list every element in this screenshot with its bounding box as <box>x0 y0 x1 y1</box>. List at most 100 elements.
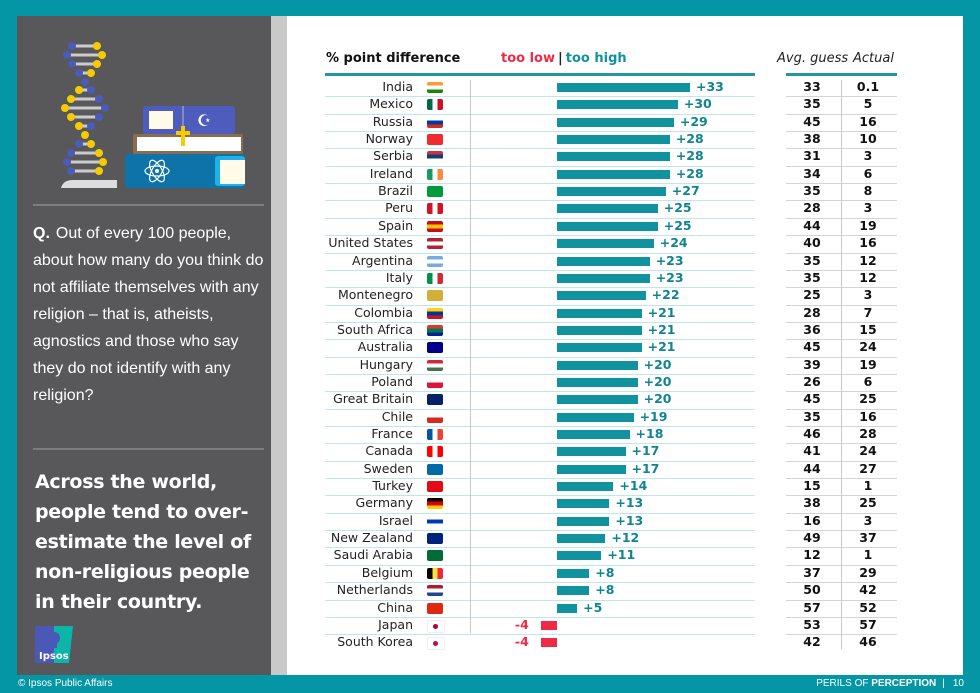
mexico-flag-icon <box>427 99 443 111</box>
row-gridline <box>325 512 755 514</box>
bar <box>557 291 646 301</box>
country-label: Germany <box>355 495 413 511</box>
legend-too-high: too high <box>565 51 627 66</box>
row-gridline <box>325 582 755 584</box>
avg-guess-cell: 35 <box>803 183 821 199</box>
china-flag-icon <box>427 602 443 614</box>
avg-guess-cell: 33 <box>803 79 821 94</box>
actual-cell: 3 <box>863 148 873 164</box>
bar <box>557 586 590 596</box>
chart-title: % point difference <box>326 51 461 66</box>
country-label: Japan <box>378 616 413 632</box>
country-label: Peru <box>385 200 413 216</box>
row-gridline <box>325 564 755 566</box>
avg-guess-cell: 36 <box>803 321 821 337</box>
row-gridline <box>325 460 755 462</box>
actual-cell: 46 <box>859 634 877 650</box>
avg-guess-cell: 49 <box>803 530 821 546</box>
bar <box>557 256 650 266</box>
chile-flag-icon <box>427 411 443 423</box>
row-gridline <box>325 235 755 237</box>
row-gridline <box>325 148 755 150</box>
avg-guess-cell: 39 <box>803 356 821 372</box>
country-label: South Africa <box>337 321 413 337</box>
bar <box>557 464 626 474</box>
bar-value-label: +24 <box>659 235 688 251</box>
bar-value-label: +21 <box>647 339 676 355</box>
turkey-flag-icon <box>427 481 443 493</box>
bar <box>557 534 606 544</box>
bar <box>557 100 678 110</box>
italy-flag-icon <box>427 272 443 284</box>
actual-cell: 10 <box>859 131 877 147</box>
bar-value-label: +20 <box>643 373 672 389</box>
avg-guess-cell: 44 <box>803 460 821 476</box>
country-label: Russia <box>372 113 413 129</box>
row-gridline <box>325 165 755 167</box>
table-divider <box>841 80 842 649</box>
bar-value-label: +5 <box>583 599 603 615</box>
saudi-arabia-flag-icon <box>427 550 443 562</box>
avg-guess-cell: 45 <box>803 339 821 355</box>
bar <box>557 568 590 578</box>
dna-helix-icon <box>61 42 117 188</box>
country-label: Norway <box>365 131 413 147</box>
legend-too-low: too low <box>501 51 555 66</box>
books-icon: ☪ <box>125 106 245 188</box>
row-gridline <box>325 339 755 341</box>
japan-flag-icon <box>427 619 445 633</box>
actual-cell: 1 <box>863 547 873 563</box>
brazil-flag-icon <box>427 186 443 198</box>
dna-books-illustration: ☪ <box>61 42 245 188</box>
row-gridline <box>325 616 755 618</box>
avg-guess-cell: 12 <box>803 547 821 563</box>
country-label: Turkey <box>372 478 413 494</box>
avg-guess-cell: 40 <box>803 235 821 251</box>
bar <box>557 239 654 249</box>
argentina-flag-icon <box>427 255 443 267</box>
bar <box>557 516 610 526</box>
bar <box>540 638 557 648</box>
bar <box>557 204 658 214</box>
row-gridline <box>325 321 755 323</box>
avg-guess-cell: 26 <box>803 373 821 389</box>
bar <box>557 83 690 92</box>
footer-series-bold: PERCEPTION <box>871 678 937 689</box>
row-gridline <box>325 269 755 271</box>
gray-strip <box>271 16 287 675</box>
great-britain-flag-icon <box>427 394 443 406</box>
country-label: Israel <box>378 512 413 528</box>
avg-guess-cell: 25 <box>803 287 821 303</box>
country-label: Sweden <box>363 460 413 476</box>
row-gridline <box>325 304 755 306</box>
actual-cell: 3 <box>863 287 873 303</box>
spain-flag-icon <box>427 220 443 232</box>
footer-series: PERILS OF PERCEPTION | 10 <box>816 678 964 689</box>
avg-guess-cell: 15 <box>803 478 821 494</box>
avg-guess-cell: 35 <box>803 269 821 285</box>
divider <box>33 204 264 206</box>
bar-value-label: +20 <box>643 391 672 407</box>
avg-guess-cell: 45 <box>803 391 821 407</box>
row-gridline <box>325 183 755 185</box>
footer-separator: | <box>942 678 945 689</box>
actual-cell: 29 <box>859 564 877 580</box>
bar-value-label: +8 <box>595 582 615 598</box>
bar <box>557 135 670 145</box>
svg-text:☪: ☪ <box>197 111 211 130</box>
france-flag-icon <box>427 429 443 440</box>
actual-cell: 0.1 <box>856 79 880 94</box>
bar-value-label: +23 <box>655 252 684 268</box>
avg-guess-cell: 42 <box>803 634 821 650</box>
bar <box>557 273 650 283</box>
country-label: Belgium <box>361 564 413 580</box>
israel-flag-icon <box>427 515 443 527</box>
actual-cell: 28 <box>859 426 877 441</box>
legend-separator: | <box>558 51 563 66</box>
bar <box>557 430 630 439</box>
colombia-flag-icon <box>427 307 443 319</box>
serbia-flag-icon <box>427 151 443 163</box>
divider <box>33 448 264 450</box>
bar-value-label: +8 <box>595 564 615 580</box>
avg-guess-cell: 44 <box>803 217 821 233</box>
